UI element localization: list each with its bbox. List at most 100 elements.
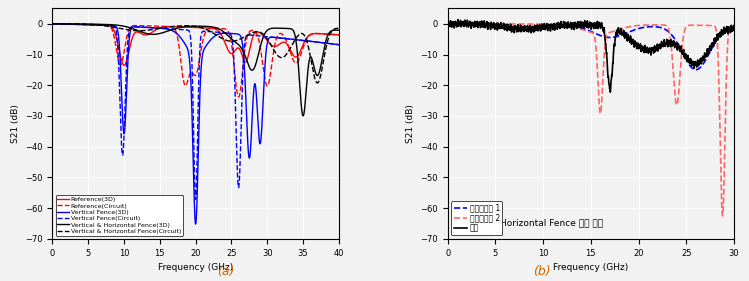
Vertical Fence(Circuit) — [169, 27, 178, 31]
Vertical & Horizontal Fence(Circuit) — [313, 81, 322, 85]
측정 — [565, 25, 574, 28]
Text: (a): (a) — [217, 265, 234, 278]
Vertical & Horizontal Fence(Circuit) — [48, 22, 57, 26]
Vertical Fence(3D) — [191, 223, 200, 226]
Reference(3D) — [256, 32, 265, 35]
Line: 시뮬레이션 2: 시뮬레이션 2 — [448, 24, 734, 216]
Reference(Circuit) — [326, 33, 335, 36]
Vertical & Horizontal Fence(Circuit) — [326, 32, 335, 36]
Vertical & Horizontal Fence(Circuit) — [312, 80, 321, 83]
Vertical Fence(3D) — [312, 40, 321, 44]
측정 — [453, 18, 462, 21]
Legend: 시뮬레이션 1, 시뮬레이션 2, 측정: 시뮬레이션 1, 시뮬레이션 2, 측정 — [452, 201, 503, 235]
Text: (b): (b) — [533, 265, 551, 278]
Vertical & Horizontal Fence(Circuit) — [334, 26, 343, 30]
Line: Vertical & Horizontal Fence(3D): Vertical & Horizontal Fence(3D) — [52, 24, 339, 116]
측정 — [694, 59, 703, 62]
Vertical Fence(Circuit) — [334, 43, 343, 46]
Vertical Fence(3D) — [171, 31, 180, 34]
시뮬레이션 2 — [693, 24, 702, 27]
측정 — [724, 26, 733, 30]
Y-axis label: S21 (dB): S21 (dB) — [406, 104, 415, 143]
Reference(Circuit) — [48, 22, 57, 26]
시뮬레이션 1 — [691, 68, 700, 71]
Reference(3D) — [120, 64, 129, 67]
Vertical Fence(Circuit) — [184, 29, 193, 32]
시뮬레이션 1 — [730, 27, 739, 30]
Reference(3D) — [171, 25, 180, 28]
X-axis label: Frequency (GHz): Frequency (GHz) — [554, 263, 628, 272]
시뮬레이션 2 — [718, 214, 727, 218]
시뮬레이션 2 — [553, 23, 562, 26]
Text: Vertical & Horizontal Fence 적용 구조: Vertical & Horizontal Fence 적용 구조 — [453, 218, 604, 227]
Vertical Fence(Circuit) — [326, 42, 335, 45]
Vertical Fence(3D) — [184, 51, 193, 54]
Vertical Fence(3D) — [326, 42, 335, 45]
Vertical Fence(3D) — [256, 140, 265, 144]
시뮬레이션 1 — [476, 23, 485, 26]
Vertical & Horizontal Fence(3D) — [326, 30, 335, 33]
시뮬레이션 1 — [493, 24, 502, 28]
Reference(Circuit) — [171, 28, 180, 31]
Vertical & Horizontal Fence(3D) — [312, 72, 321, 75]
Line: Vertical Fence(Circuit): Vertical Fence(Circuit) — [52, 24, 339, 200]
Vertical & Horizontal Fence(3D) — [256, 44, 265, 48]
Y-axis label: S21 (dB): S21 (dB) — [10, 104, 19, 143]
Vertical & Horizontal Fence(Circuit) — [256, 31, 265, 34]
Vertical & Horizontal Fence(Circuit) — [184, 24, 193, 28]
측정 — [606, 90, 615, 94]
측정 — [443, 20, 452, 23]
Vertical Fence(3D) — [48, 22, 57, 26]
Line: 측정: 측정 — [448, 20, 734, 92]
시뮬레이션 2 — [724, 32, 733, 35]
시뮬레이션 1 — [693, 68, 702, 71]
Reference(3D) — [48, 22, 57, 26]
측정 — [553, 26, 562, 29]
측정 — [476, 26, 485, 29]
Vertical & Horizontal Fence(3D) — [299, 114, 308, 117]
Reference(3D) — [169, 25, 178, 28]
Line: Vertical & Horizontal Fence(Circuit): Vertical & Horizontal Fence(Circuit) — [52, 24, 339, 83]
Vertical & Horizontal Fence(3D) — [169, 28, 178, 31]
Vertical Fence(Circuit) — [48, 22, 57, 26]
Vertical Fence(Circuit) — [312, 40, 321, 44]
Vertical Fence(Circuit) — [191, 198, 200, 201]
Vertical & Horizontal Fence(Circuit) — [171, 24, 180, 28]
Line: 시뮬레이션 1: 시뮬레이션 1 — [448, 24, 734, 70]
측정 — [730, 24, 739, 27]
Vertical & Horizontal Fence(3D) — [171, 27, 180, 30]
Vertical & Horizontal Fence(3D) — [334, 28, 343, 32]
Reference(3D) — [334, 33, 343, 37]
시뮬레이션 2 — [565, 24, 574, 28]
Reference(Circuit) — [256, 48, 265, 51]
Reference(3D) — [184, 26, 193, 29]
Line: Reference(Circuit): Reference(Circuit) — [52, 24, 339, 97]
시뮬레이션 1 — [724, 28, 733, 31]
Line: Reference(3D): Reference(3D) — [52, 24, 339, 65]
시뮬레이션 2 — [493, 22, 502, 26]
시뮬레이션 2 — [476, 22, 485, 26]
Vertical Fence(3D) — [334, 43, 343, 46]
시뮬레이션 2 — [443, 22, 452, 26]
Vertical Fence(Circuit) — [256, 34, 265, 38]
측정 — [493, 27, 502, 30]
Vertical & Horizontal Fence(Circuit) — [169, 25, 178, 28]
Legend: Reference(3D), Reference(Circuit), Vertical Fence(3D), Vertical Fence(Circuit), : Reference(3D), Reference(Circuit), Verti… — [55, 195, 183, 236]
Reference(Circuit) — [169, 26, 178, 29]
X-axis label: Frequency (GHz): Frequency (GHz) — [158, 263, 233, 272]
시뮬레이션 1 — [553, 24, 562, 28]
시뮬레이션 1 — [443, 22, 452, 26]
시뮬레이션 1 — [565, 24, 574, 28]
Reference(Circuit) — [234, 95, 243, 99]
Reference(3D) — [312, 32, 321, 35]
Reference(3D) — [326, 33, 335, 36]
Line: Vertical Fence(3D): Vertical Fence(3D) — [52, 24, 339, 224]
Vertical & Horizontal Fence(3D) — [48, 22, 57, 26]
시뮬레이션 2 — [730, 24, 739, 27]
Reference(Circuit) — [334, 33, 343, 37]
Vertical Fence(3D) — [169, 29, 178, 33]
Vertical Fence(Circuit) — [171, 28, 180, 31]
Reference(Circuit) — [184, 76, 193, 80]
Reference(Circuit) — [312, 32, 321, 35]
Vertical & Horizontal Fence(3D) — [184, 25, 193, 28]
